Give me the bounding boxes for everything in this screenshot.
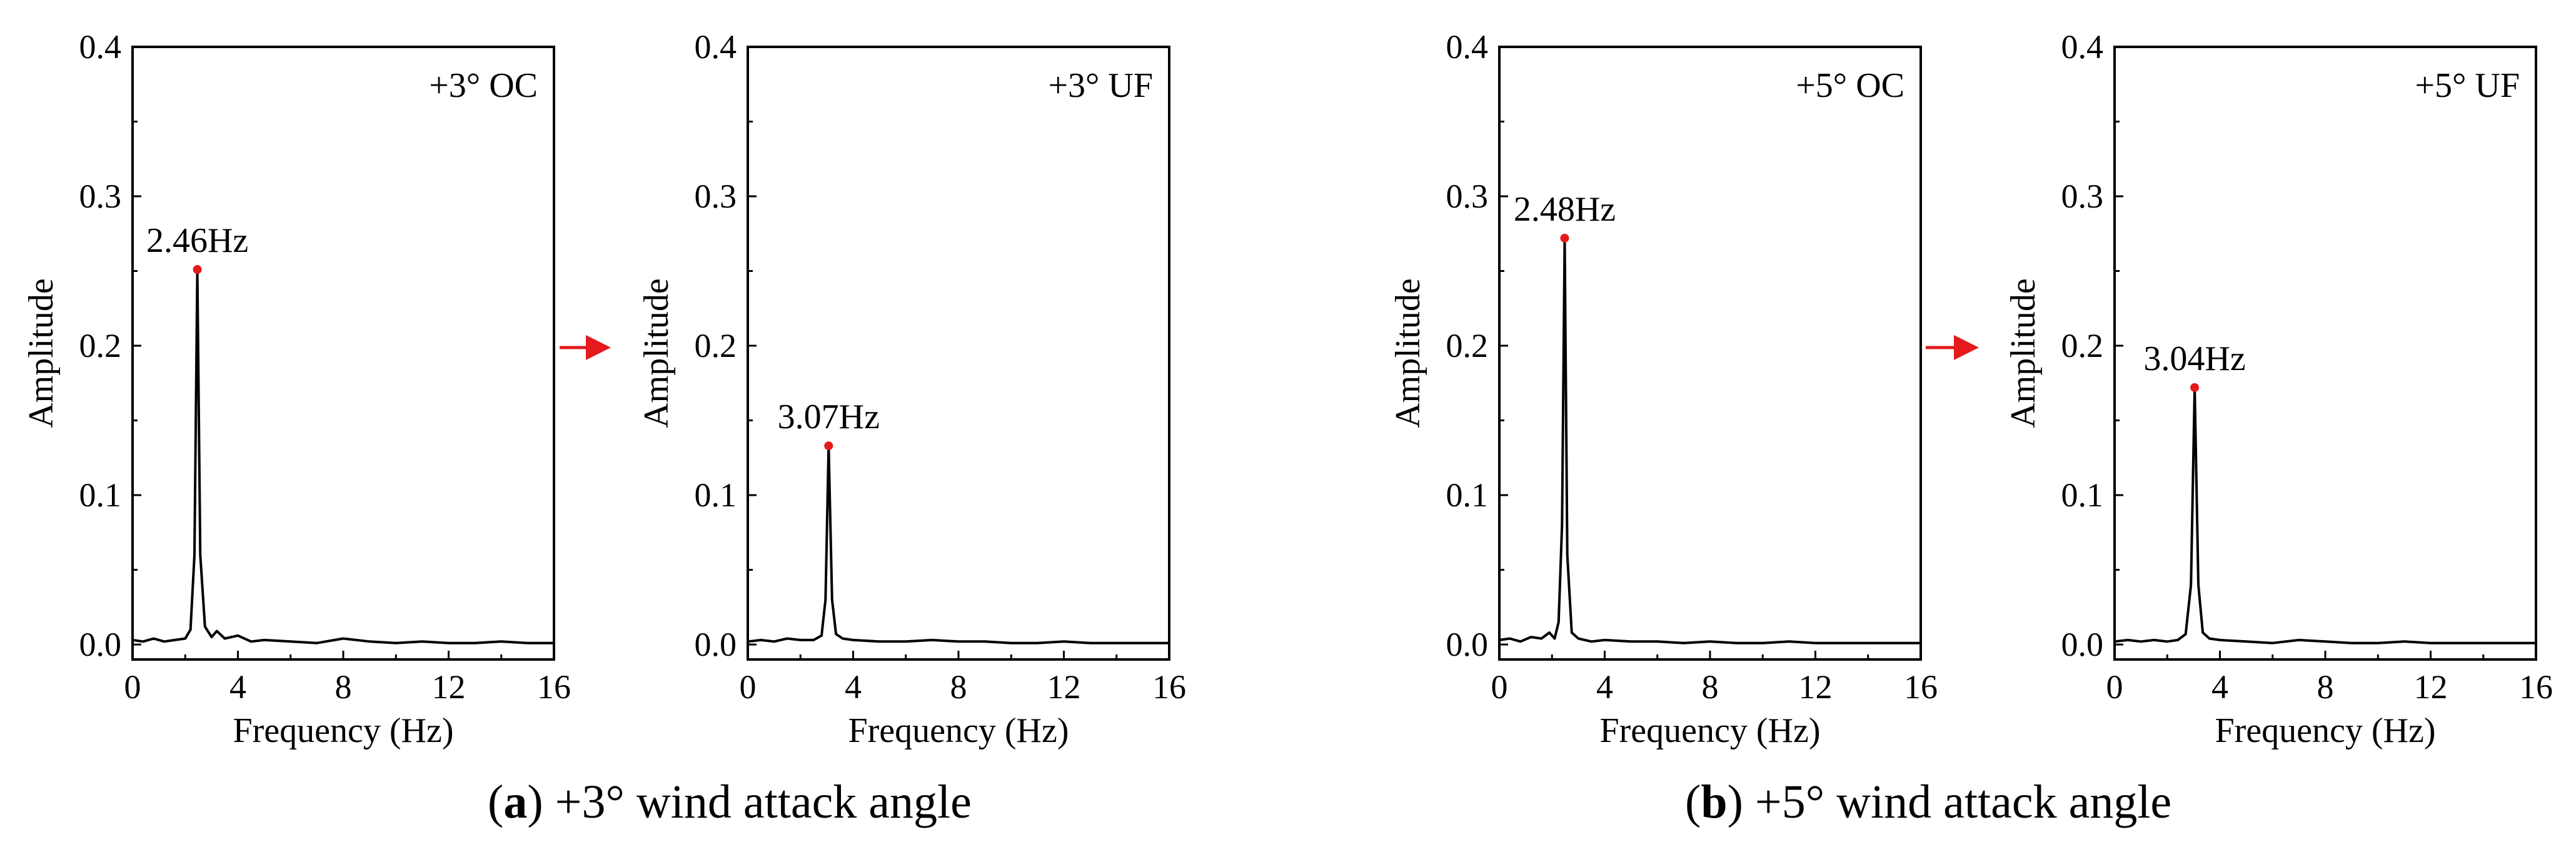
y-tick-label: 0.4 <box>1446 28 1489 66</box>
x-tick-label: 12 <box>2414 668 2448 706</box>
peak-marker <box>824 441 833 451</box>
y-tick-label: 0.4 <box>79 28 122 66</box>
y-axis-label: Amplitude <box>1389 278 1427 428</box>
chart-panel-3: 0 4 8 12 16 0.0 0.1 0.2 0.3 0.4 Frequency (Hz) Ampl… <box>1389 28 1938 750</box>
y-tick-label: 0.1 <box>2061 476 2104 514</box>
y-tick-label: 0.3 <box>1446 178 1489 215</box>
y-tick-label: 0.2 <box>695 327 737 364</box>
panel-title: +3° OC <box>429 66 538 105</box>
x-tick-label: 12 <box>1799 668 1833 706</box>
panel-title: +5° UF <box>2415 66 2520 105</box>
caption-a: (a) +3° wind attack angle <box>488 776 972 828</box>
spectrum-line <box>747 444 1169 644</box>
y-tick-label: 0.3 <box>695 178 737 215</box>
y-tick-label: 0.3 <box>2061 178 2104 215</box>
spectrum-line <box>1499 237 1921 644</box>
y-tick-label: 0.0 <box>695 626 737 663</box>
y-axis-label: Amplitude <box>2004 278 2043 428</box>
y-tick-label: 0.4 <box>2061 28 2104 66</box>
panel-title: +3° UF <box>1048 66 1153 105</box>
x-axis-label: Frequency (Hz) <box>1600 711 1821 750</box>
x-tick-label: 4 <box>845 668 862 706</box>
chart-panel-2: 0 4 8 12 16 0.0 0.1 0.2 0.3 0.4 Frequency (Hz) Ampl… <box>637 28 1186 750</box>
x-tick-label: 4 <box>2211 668 2228 706</box>
peak-label: 3.04Hz <box>2143 339 2245 378</box>
peak-marker <box>2190 383 2200 392</box>
y-tick-label: 0.2 <box>2061 327 2104 364</box>
x-tick-label: 4 <box>229 668 246 706</box>
peak-marker <box>193 265 202 274</box>
chart-panel-4: 0 4 8 12 16 0.0 0.1 0.2 0.3 0.4 Frequency (Hz) Ampl… <box>2004 28 2553 750</box>
peak-marker <box>1560 233 1569 243</box>
x-tick-label: 0 <box>1491 668 1508 706</box>
peak-label: 3.07Hz <box>778 398 880 436</box>
plot-frame <box>747 46 1170 661</box>
y-tick-label: 0.2 <box>1446 327 1489 364</box>
caption-b: (b) +5° wind attack angle <box>1685 776 2172 828</box>
x-tick-label: 8 <box>950 668 967 706</box>
peak-label: 2.46Hz <box>146 221 248 260</box>
x-tick-label: 4 <box>1596 668 1613 706</box>
y-tick-label: 0.3 <box>79 178 122 215</box>
x-tick-label: 12 <box>432 668 466 706</box>
y-tick-label: 0.0 <box>79 626 122 663</box>
y-tick-label: 0.1 <box>1446 476 1489 514</box>
spectrum-line <box>2114 386 2536 644</box>
y-tick-label: 0.2 <box>79 327 122 364</box>
y-tick-label: 0.4 <box>695 28 737 66</box>
x-tick-label: 12 <box>1047 668 1081 706</box>
x-axis-label: Frequency (Hz) <box>233 711 454 750</box>
y-tick-label: 0.1 <box>79 476 122 514</box>
x-tick-label: 16 <box>537 668 571 706</box>
y-tick-label: 0.0 <box>2061 626 2104 663</box>
y-tick-label: 0.0 <box>1446 626 1489 663</box>
x-tick-label: 8 <box>2317 668 2334 706</box>
spectrum-line <box>132 268 554 644</box>
x-tick-label: 16 <box>2519 668 2553 706</box>
x-tick-label: 0 <box>740 668 757 706</box>
x-axis-label: Frequency (Hz) <box>2215 711 2436 750</box>
x-tick-label: 8 <box>335 668 352 706</box>
x-tick-label: 8 <box>1702 668 1719 706</box>
chart-panel-1: 0 4 8 12 16 0.0 0.1 0.2 0.3 0.4 Frequency (Hz) Ampl… <box>22 28 571 750</box>
x-tick-label: 0 <box>2106 668 2123 706</box>
x-tick-label: 0 <box>124 668 141 706</box>
panel-title: +5° OC <box>1796 66 1904 105</box>
y-tick-label: 0.1 <box>695 476 737 514</box>
y-axis-label: Amplitude <box>637 278 676 428</box>
x-tick-label: 16 <box>1904 668 1938 706</box>
x-tick-label: 16 <box>1152 668 1186 706</box>
x-axis-label: Frequency (Hz) <box>848 711 1069 750</box>
peak-label: 2.48Hz <box>1514 190 1616 229</box>
y-axis-label: Amplitude <box>22 278 61 428</box>
